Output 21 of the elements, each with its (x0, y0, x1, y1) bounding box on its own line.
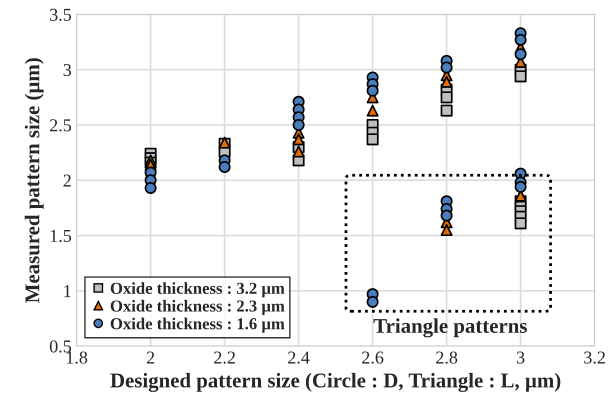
y-tick-label: 1 (64, 285, 71, 298)
annotation: Triangle patterns (374, 318, 527, 338)
y-tick-label: 2 (64, 174, 71, 187)
x-axis-title: Designed pattern size (Circle : D, Triangle : L, µm) (110, 372, 560, 392)
y-tick-label: 3.5 (50, 8, 72, 21)
x-tick-label: 1.8 (66, 351, 88, 364)
y-tick-label: 3 (64, 64, 72, 76)
y-tick-label: 2.5 (50, 119, 72, 132)
x-tick-label: 2.8 (436, 351, 458, 364)
legend-label: Oxide thickness : 1.6 µm (110, 318, 285, 333)
y-axis-title: Measured pattern size (µm) (24, 58, 44, 303)
y-tick-label: 0.5 (50, 340, 72, 353)
x-tick-label: 2.6 (362, 352, 384, 364)
legend-label: Oxide thickness : 2.3 µm (110, 300, 285, 316)
x-tick-label: 2.2 (214, 352, 235, 364)
y-tick-label: 1.5 (50, 230, 72, 242)
x-tick-label: 3.2 (584, 352, 605, 364)
x-tick-label: 2.4 (288, 352, 310, 364)
legend-label: Oxide thickness : 3.2 µm (110, 282, 285, 298)
x-tick-label: 2 (146, 352, 154, 364)
x-tick-label: 3 (516, 352, 524, 364)
